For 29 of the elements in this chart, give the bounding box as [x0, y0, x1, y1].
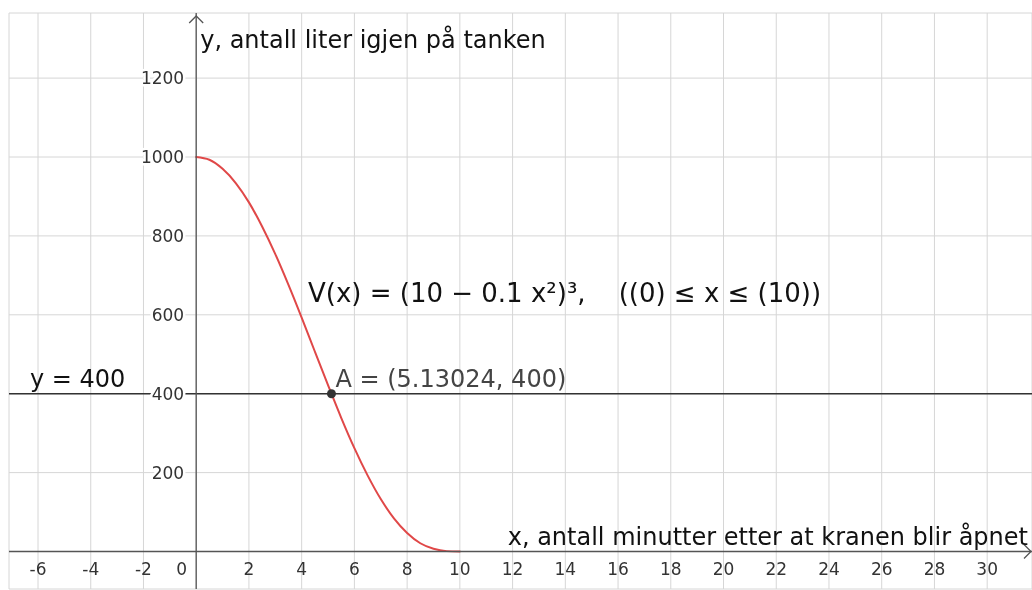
y-tick-label: 1200: [140, 68, 185, 89]
x-tick-label: 6: [348, 559, 360, 580]
annotation: A = (5.13024, 400): [335, 364, 567, 393]
x-tick-label: -6: [29, 559, 47, 580]
x-tick-label: 8: [401, 559, 413, 580]
x-tick-label: 4: [296, 559, 308, 580]
x-tick-label: 28: [923, 559, 946, 580]
y-tick-label: 600: [151, 304, 185, 325]
x-tick-label: 18: [659, 559, 682, 580]
x-tick-label: 22: [765, 559, 788, 580]
x-tick-label: 10: [449, 559, 471, 580]
x-tick-label: 20: [712, 559, 735, 580]
x-tick-label: 12: [501, 559, 524, 580]
annotation: V(x) = (10 − 0.1 x²)³, ((0) ≤ x ≤ (10)): [308, 278, 822, 308]
y-tick-label: 200: [151, 462, 185, 483]
y-axis-title: y, antall liter igjen på tanken: [200, 25, 546, 54]
x-tick-label: 16: [607, 559, 629, 580]
y-tick-label: 800: [151, 225, 185, 246]
x-tick-label: 0: [176, 559, 188, 580]
ref-line-label: y = 400: [30, 364, 126, 393]
x-axis-title: x, antall minutter etter at kranen blir åpnet: [507, 521, 1028, 551]
x-tick-label: 24: [818, 559, 840, 580]
x-tick-label: -4: [82, 559, 100, 580]
x-tick-label: 14: [554, 559, 577, 580]
x-tick-label: -2: [134, 559, 152, 580]
x-tick-label: 26: [870, 559, 893, 580]
x-tick-label: 2: [243, 559, 255, 580]
x-tick-label: 30: [976, 559, 998, 580]
y-tick-label: 1000: [140, 146, 185, 167]
